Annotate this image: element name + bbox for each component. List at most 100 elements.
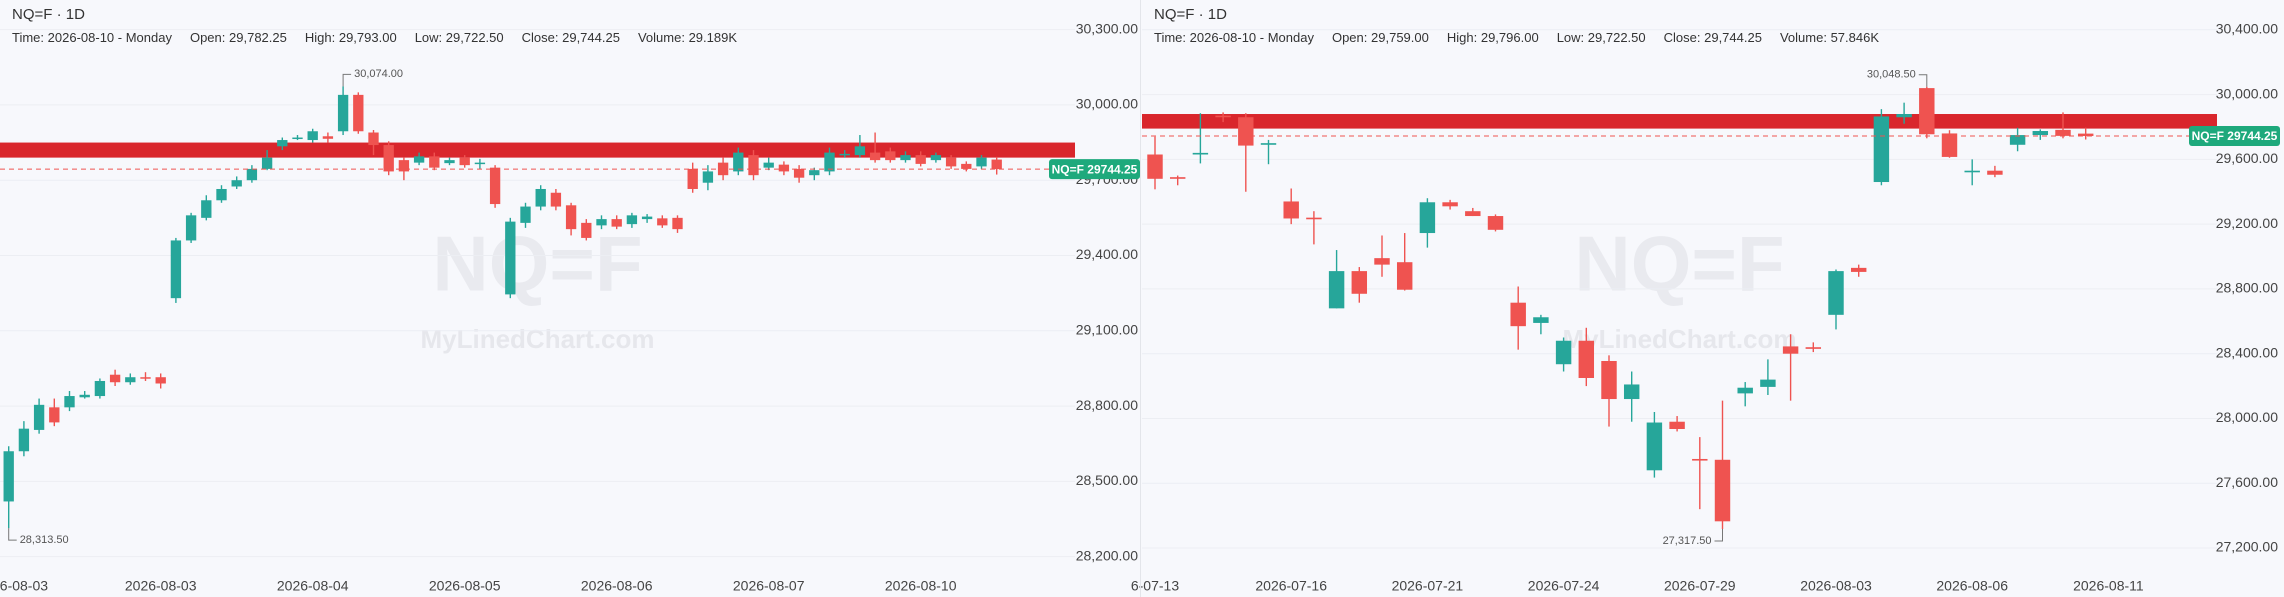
candle-body bbox=[885, 151, 896, 161]
plot-area bbox=[1142, 86, 2217, 530]
watermark: NQ=F bbox=[1574, 220, 1784, 308]
candle-body bbox=[1578, 340, 1595, 378]
x-tick-label: 2026-08-07 bbox=[733, 578, 805, 594]
candle-body bbox=[170, 240, 182, 299]
candle-body bbox=[109, 374, 121, 383]
candle-body bbox=[672, 217, 683, 230]
candle-body bbox=[1328, 271, 1345, 309]
info-label: Volume: bbox=[1779, 30, 1827, 45]
candle-body bbox=[1896, 114, 1912, 118]
info-item: Volume: 57.846K bbox=[1780, 30, 1879, 45]
candle-body bbox=[1737, 387, 1753, 394]
candle-body bbox=[1964, 170, 1980, 173]
y-tick-label: 29,600.00 bbox=[2216, 150, 2278, 166]
x-tick-label: 2026-08-06 bbox=[1936, 578, 2008, 594]
info-value: 29,796.00 bbox=[1480, 30, 1539, 45]
info-label: Open: bbox=[1331, 30, 1368, 45]
info-label: Low: bbox=[1556, 30, 1585, 45]
info-label: High: bbox=[304, 30, 336, 45]
info-item: Open: 29,782.25 bbox=[190, 30, 287, 45]
candle-body bbox=[687, 168, 698, 189]
y-tick-label: 28,800.00 bbox=[1076, 397, 1138, 413]
info-item: Low: 29,722.50 bbox=[1557, 30, 1646, 45]
candle-body bbox=[611, 219, 622, 227]
candle-body bbox=[945, 157, 957, 167]
candle-body bbox=[18, 428, 30, 452]
candle-body bbox=[854, 146, 866, 156]
plot-area bbox=[0, 86, 1075, 529]
info-value: 29,722.50 bbox=[445, 30, 504, 45]
candle-body bbox=[261, 157, 273, 169]
candle-body bbox=[1465, 211, 1481, 217]
x-tick-label: 2026-08-05 bbox=[429, 578, 501, 594]
candle-body bbox=[49, 407, 60, 423]
candle-body bbox=[1987, 170, 2003, 175]
chart-title: NQ=F · 1D bbox=[1154, 6, 1227, 23]
candle-body bbox=[1623, 384, 1640, 400]
x-tick-label: 2026-08-10 bbox=[885, 578, 957, 594]
candle-body bbox=[383, 145, 394, 172]
annotation-label: 27,317.50 bbox=[1663, 535, 1712, 547]
candle-body bbox=[2009, 135, 2026, 145]
candle-body bbox=[1692, 458, 1708, 461]
candle-body bbox=[505, 221, 516, 295]
info-item: Open: 29,759.00 bbox=[1332, 30, 1429, 45]
candle-body bbox=[3, 451, 14, 502]
annotation-leader bbox=[342, 73, 352, 87]
info-item: Close: 29,744.25 bbox=[522, 30, 620, 45]
annotation-leader bbox=[1714, 529, 1723, 542]
candle-body bbox=[1805, 347, 1822, 349]
info-value: 29,722.50 bbox=[1587, 30, 1646, 45]
candle-body bbox=[1396, 262, 1413, 290]
candle-body bbox=[520, 206, 531, 223]
candle-body bbox=[1850, 267, 1867, 272]
info-value: 29,744.25 bbox=[1704, 30, 1762, 45]
candle-body bbox=[1533, 317, 1549, 323]
candle-body bbox=[1941, 133, 1958, 157]
info-item: High: 29,793.00 bbox=[305, 30, 397, 45]
info-value: 29,759.00 bbox=[1371, 30, 1429, 45]
panel: NQ=F MyLinedChart.com bbox=[0, 0, 1075, 578]
candle-body bbox=[2055, 129, 2071, 136]
chart-header: NQ=F · 1D Time: 2026-08-10 - Monday Open: … bbox=[12, 6, 737, 45]
price-zone bbox=[0, 142, 1075, 158]
candle-body bbox=[550, 192, 562, 207]
candle-body bbox=[140, 377, 151, 379]
candle-body bbox=[1646, 422, 1663, 471]
candle-body bbox=[809, 170, 820, 176]
candle-body bbox=[94, 380, 106, 397]
annotation-leader bbox=[1918, 74, 1928, 87]
candle-body bbox=[839, 153, 850, 156]
info-item: High: 29,796.00 bbox=[1447, 30, 1539, 45]
ohlc-info: Time: 2026-08-10 - Monday Open: 29,759.00… bbox=[1154, 30, 1879, 45]
candle-body bbox=[1147, 154, 1163, 179]
x-tick-label: 2026-08-11 bbox=[2073, 578, 2144, 594]
watermark-sub: MyLinedChart.com bbox=[1562, 324, 1796, 354]
y-tick-label: 28,400.00 bbox=[2216, 344, 2278, 360]
watermark-sub: MyLinedChart.com bbox=[420, 324, 654, 354]
candle-body bbox=[125, 377, 136, 383]
candle-body bbox=[459, 157, 470, 166]
candle-body bbox=[1306, 217, 1322, 220]
info-item: Low: 29,722.50 bbox=[415, 30, 504, 45]
annotation-label: 30,048.50 bbox=[1867, 69, 1916, 81]
x-tick-label: 2026-07-29 bbox=[1664, 578, 1736, 594]
info-value: 29.189K bbox=[688, 30, 737, 45]
candle-body bbox=[1351, 271, 1368, 294]
candle-body bbox=[1442, 202, 1458, 207]
candle-body bbox=[1260, 143, 1277, 145]
y-tick-label: 30,000.00 bbox=[1076, 96, 1138, 112]
candle-body bbox=[869, 152, 881, 161]
candle-body bbox=[155, 377, 166, 384]
info-value: 2026-08-10 - Monday bbox=[1189, 30, 1314, 45]
candle-body bbox=[64, 396, 75, 408]
info-value: 29,782.25 bbox=[229, 30, 287, 45]
info-value: 29,793.00 bbox=[338, 30, 397, 45]
candle-body bbox=[733, 152, 744, 172]
candle-body bbox=[474, 162, 486, 165]
last-price-badge bbox=[1049, 159, 1140, 180]
info-item: Close: 29,744.25 bbox=[1664, 30, 1762, 45]
candle-body bbox=[1238, 117, 1254, 146]
candle-body bbox=[246, 168, 258, 181]
